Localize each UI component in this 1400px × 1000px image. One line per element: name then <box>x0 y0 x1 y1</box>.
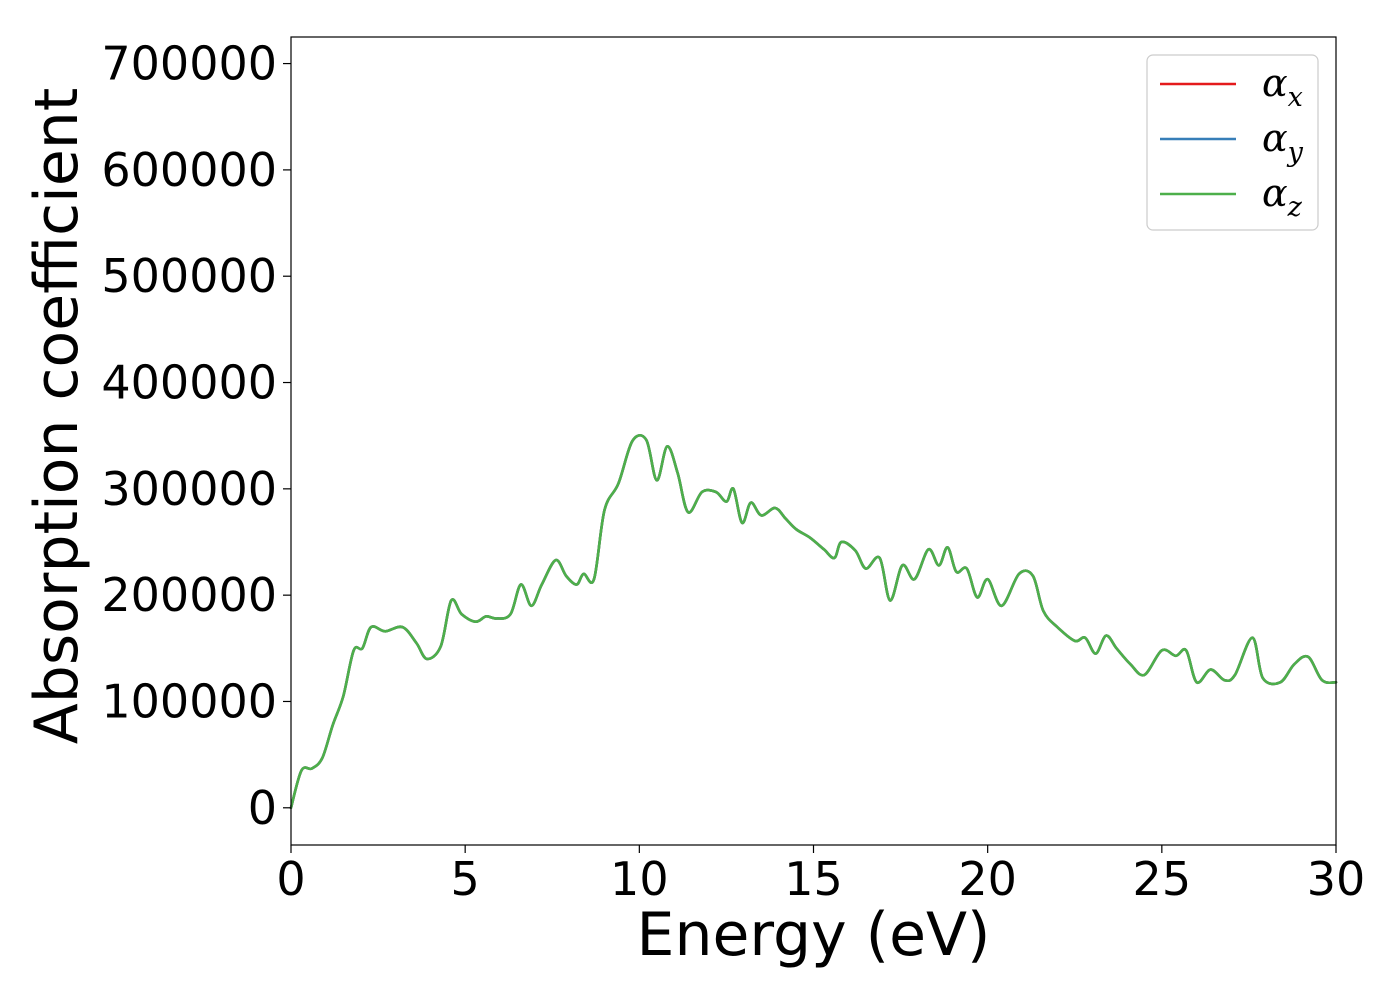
series-line-y <box>289 433 1338 810</box>
x-tick-label: 0 <box>276 852 305 906</box>
legend-label-y: αy <box>1262 116 1304 168</box>
legend-box <box>1146 54 1319 231</box>
x-tick-label: 20 <box>958 852 1017 906</box>
x-axis-label: Energy (eV) <box>637 900 991 970</box>
x-tick-label: 15 <box>784 852 843 906</box>
series-line-z <box>289 433 1338 810</box>
y-axis-label: Absorption coefficient <box>22 88 92 745</box>
x-tick-label: 30 <box>1307 852 1366 906</box>
y-tick-label: 700000 <box>101 37 277 91</box>
y-tick-label: 300000 <box>101 462 277 516</box>
y-tick-label: 600000 <box>101 143 277 197</box>
legend-label-z: αz <box>1262 171 1303 223</box>
x-axis: 0 5 10 15 20 25 30 <box>276 845 1365 906</box>
series-layer <box>289 433 1338 810</box>
x-tick-label: 10 <box>610 852 669 906</box>
legend-label-x: αx <box>1262 61 1303 113</box>
x-tick-label: 25 <box>1133 852 1192 906</box>
x-tick-label: 5 <box>451 852 480 906</box>
y-tick-label: 200000 <box>101 568 277 622</box>
y-tick-label: 100000 <box>101 674 277 728</box>
series-line-x <box>289 433 1338 810</box>
y-tick-label: 400000 <box>101 356 277 410</box>
y-tick-label: 500000 <box>101 249 277 303</box>
y-tick-label: 0 <box>248 781 277 835</box>
y-axis: 0 100000 200000 300000 400000 500000 600000 700… <box>101 37 291 835</box>
